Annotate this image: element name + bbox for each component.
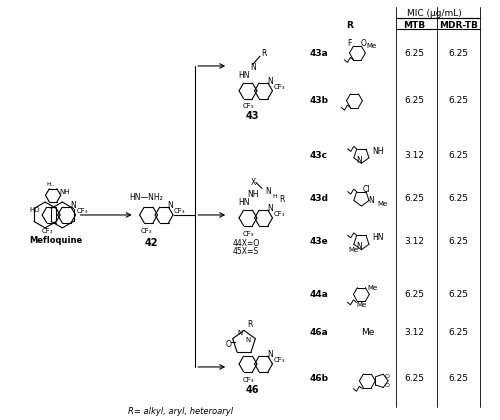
Text: 46b: 46b: [310, 374, 328, 383]
Text: 46a: 46a: [310, 328, 328, 337]
Text: O: O: [360, 39, 366, 48]
Text: N: N: [356, 242, 362, 251]
Text: CF₃: CF₃: [42, 228, 53, 234]
Text: 6.25: 6.25: [449, 194, 469, 202]
Text: 6.25: 6.25: [404, 374, 424, 383]
Text: N: N: [267, 350, 273, 359]
Text: CF₃: CF₃: [274, 84, 285, 90]
Text: N: N: [368, 196, 374, 205]
Text: R: R: [261, 49, 266, 58]
Text: O: O: [225, 340, 231, 349]
Text: CF₃: CF₃: [242, 103, 254, 110]
Text: 43b: 43b: [310, 96, 328, 105]
Text: 46: 46: [245, 385, 258, 395]
Text: 6.25: 6.25: [449, 96, 469, 105]
Text: MIC (μg/mL): MIC (μg/mL): [406, 9, 462, 18]
Text: 6.25: 6.25: [404, 290, 424, 299]
Text: 6.25: 6.25: [449, 49, 469, 58]
Text: R: R: [346, 21, 353, 30]
Text: N: N: [238, 331, 242, 336]
Text: F: F: [348, 39, 352, 48]
Text: N: N: [267, 76, 273, 86]
Text: N: N: [250, 63, 256, 72]
Text: 6.25: 6.25: [449, 328, 469, 337]
Text: N: N: [265, 187, 271, 196]
Text: CF₃: CF₃: [77, 208, 88, 214]
Text: R= alkyl, aryl, heteroaryl: R= alkyl, aryl, heteroaryl: [128, 407, 233, 416]
Text: Me: Me: [366, 43, 376, 49]
Text: HN: HN: [372, 234, 384, 242]
Text: CF₃: CF₃: [242, 231, 254, 236]
Text: HN—NH₂: HN—NH₂: [130, 193, 164, 202]
Text: NH: NH: [372, 147, 384, 156]
Text: 3.12: 3.12: [404, 151, 424, 160]
Text: H: H: [272, 194, 277, 199]
Text: CF₃: CF₃: [173, 208, 184, 214]
Text: 42: 42: [145, 238, 158, 247]
Text: N: N: [246, 337, 250, 343]
Text: O: O: [384, 383, 389, 388]
Text: N: N: [168, 201, 173, 210]
Text: 6.25: 6.25: [449, 237, 469, 246]
Text: Me: Me: [378, 201, 388, 207]
Text: 44X=O: 44X=O: [232, 239, 260, 248]
Text: N: N: [356, 156, 362, 165]
Text: R: R: [248, 320, 252, 329]
Text: 6.25: 6.25: [449, 374, 469, 383]
Text: H..: H..: [46, 182, 55, 187]
Text: 43e: 43e: [310, 237, 328, 246]
Text: 43c: 43c: [310, 151, 328, 160]
Text: MDR-TB: MDR-TB: [440, 21, 478, 30]
Text: CF₃: CF₃: [242, 377, 254, 383]
Text: Me: Me: [367, 285, 378, 291]
Text: N: N: [267, 204, 273, 213]
Text: 6.25: 6.25: [449, 151, 469, 160]
Text: 3.12: 3.12: [404, 237, 424, 246]
Text: 45X=S: 45X=S: [233, 247, 259, 256]
Text: R: R: [279, 195, 284, 204]
Text: NH: NH: [247, 190, 258, 199]
Text: 43: 43: [245, 111, 258, 121]
Text: 3.12: 3.12: [404, 328, 424, 337]
Text: Me: Me: [356, 302, 366, 308]
Text: CF₃: CF₃: [141, 228, 152, 234]
Text: X: X: [250, 178, 256, 187]
Text: HN: HN: [238, 71, 250, 80]
Text: 44a: 44a: [310, 290, 328, 299]
Text: Cl: Cl: [362, 185, 370, 194]
Text: HO: HO: [29, 207, 40, 213]
Text: 6.25: 6.25: [404, 194, 424, 202]
Text: 43a: 43a: [310, 49, 328, 58]
Text: Mefloquine: Mefloquine: [30, 236, 82, 245]
Text: O: O: [384, 374, 389, 378]
Text: CF₃: CF₃: [274, 357, 285, 363]
Text: 6.25: 6.25: [449, 290, 469, 299]
Text: 6.25: 6.25: [404, 49, 424, 58]
Text: Me: Me: [348, 247, 358, 253]
Text: 43d: 43d: [310, 194, 328, 202]
Text: NH: NH: [60, 189, 70, 195]
Text: 6.25: 6.25: [404, 96, 424, 105]
Text: MTB: MTB: [403, 21, 425, 30]
Text: CF₃: CF₃: [274, 211, 285, 217]
Text: N: N: [70, 201, 76, 210]
Text: HN: HN: [238, 198, 250, 207]
Text: Me: Me: [360, 328, 374, 337]
